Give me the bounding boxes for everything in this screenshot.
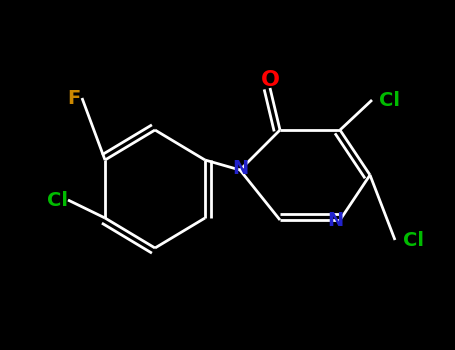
Text: O: O bbox=[261, 70, 279, 90]
Text: N: N bbox=[232, 159, 248, 177]
Text: F: F bbox=[67, 89, 81, 107]
Text: Cl: Cl bbox=[47, 190, 69, 210]
Text: N: N bbox=[327, 210, 343, 230]
Text: Cl: Cl bbox=[403, 231, 424, 250]
Text: Cl: Cl bbox=[379, 91, 400, 110]
